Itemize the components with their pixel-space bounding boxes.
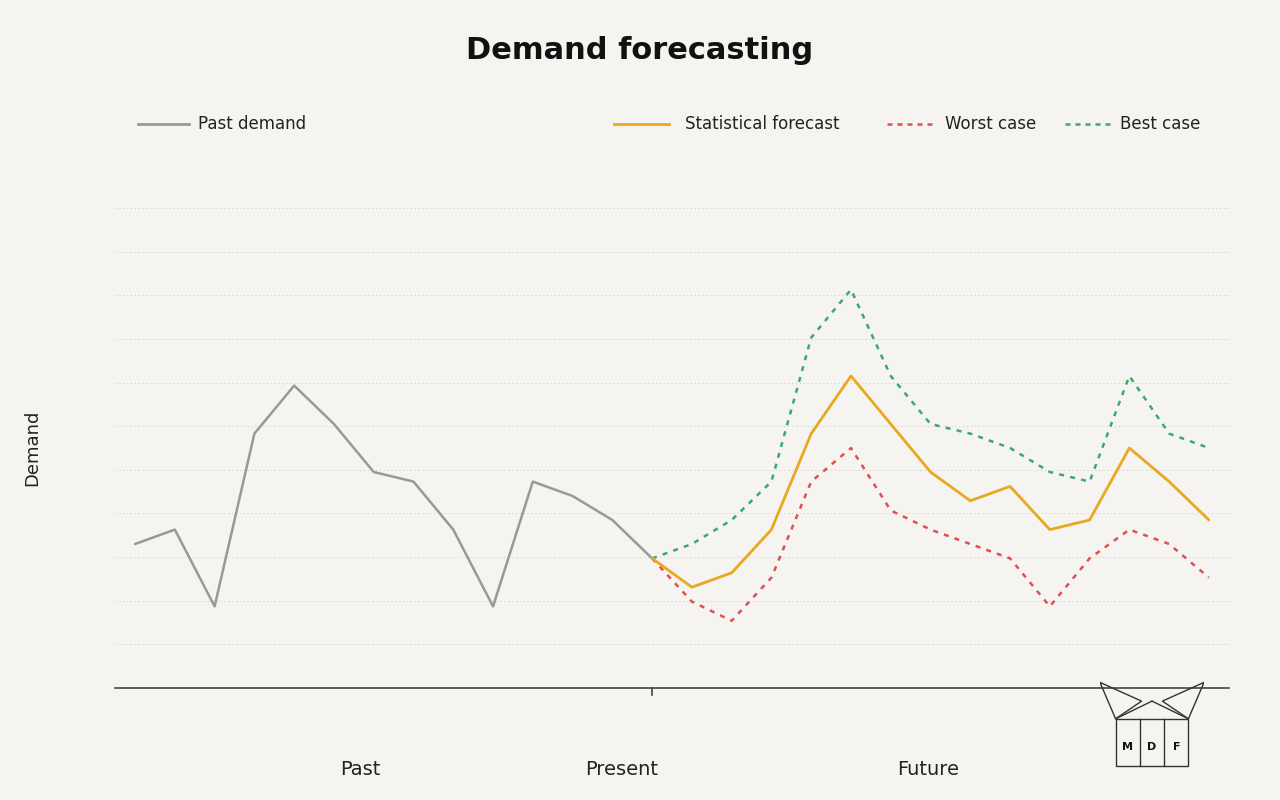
Text: M: M xyxy=(1123,742,1133,752)
Text: Past demand: Past demand xyxy=(198,115,306,133)
Text: F: F xyxy=(1172,742,1180,752)
Text: Worst case: Worst case xyxy=(945,115,1036,133)
Text: Demand forecasting: Demand forecasting xyxy=(466,36,814,65)
Text: Demand: Demand xyxy=(23,410,41,486)
Text: Past: Past xyxy=(340,760,380,779)
Text: Future: Future xyxy=(897,760,959,779)
Text: Statistical forecast: Statistical forecast xyxy=(685,115,840,133)
Text: D: D xyxy=(1147,742,1157,752)
Text: Best case: Best case xyxy=(1120,115,1201,133)
Text: Present: Present xyxy=(585,760,658,779)
